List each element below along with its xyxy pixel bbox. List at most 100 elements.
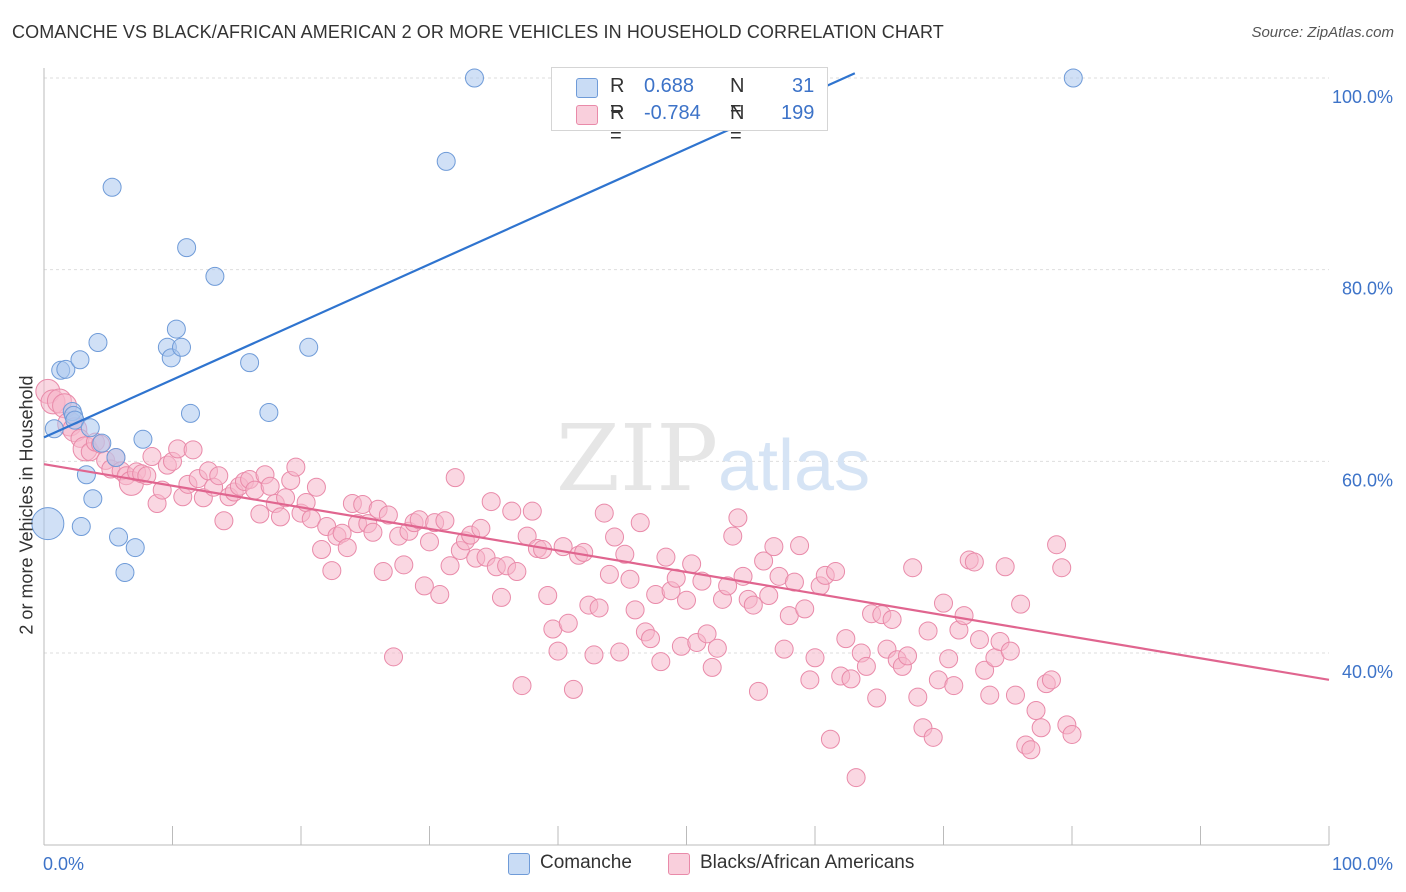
blacks-point (939, 649, 959, 669)
blacks-point (728, 508, 748, 528)
blacks-point (363, 522, 383, 542)
blacks-point (682, 554, 702, 574)
blacks-point (692, 571, 712, 591)
comanche-point (102, 177, 122, 197)
blacks-point (764, 537, 784, 557)
blacks-point (754, 551, 774, 571)
series-comanche-points (31, 68, 1083, 582)
blacks-point (702, 657, 722, 677)
blacks-point (322, 561, 342, 581)
blacks-point (1021, 740, 1041, 760)
comanche-point (109, 527, 129, 547)
y-axis-label: 2 or more Vehicles in Household (16, 375, 37, 635)
comanche-point (259, 402, 279, 422)
x-tick-label-max: 100.0% (1332, 854, 1393, 874)
blacks-point (1062, 724, 1082, 744)
bottom-legend-swatch-comanche (508, 853, 530, 875)
blacks-point (748, 681, 768, 701)
blacks-point (286, 457, 306, 477)
blacks-point (250, 504, 270, 524)
comanche-point (171, 337, 191, 357)
blacks-point (584, 645, 604, 665)
legend-r-value: 0.688 (644, 75, 695, 97)
blacks-point (373, 562, 393, 582)
comanche-point (71, 517, 91, 536)
legend-swatch-blacks (576, 105, 598, 125)
legend-r-label: R = (610, 102, 625, 147)
blacks-point (1031, 718, 1051, 738)
comanche-point (205, 266, 225, 286)
blacks-point (903, 558, 923, 578)
blacks-point (440, 556, 460, 576)
blacks-point (594, 503, 614, 523)
blacks-point (209, 466, 229, 486)
blacks-point (795, 599, 815, 619)
legend-r-label: R = (610, 75, 625, 120)
blacks-point (620, 569, 640, 589)
blacks-point (923, 727, 943, 747)
comanche-trend-line (43, 72, 856, 439)
y-tick-label: 80.0% (1342, 279, 1393, 299)
blacks-point (445, 468, 465, 488)
comanche-point (1063, 68, 1083, 88)
comanche-point (180, 403, 200, 423)
y-tick-label: 40.0% (1342, 662, 1393, 682)
blacks-point (481, 492, 501, 512)
blacks-point (980, 685, 1000, 705)
blacks-point (856, 656, 876, 676)
blacks-point (270, 507, 290, 527)
blacks-point (677, 590, 696, 610)
blacks-point (420, 532, 439, 552)
blacks-point (605, 527, 625, 547)
comanche-point (464, 68, 484, 88)
blacks-point (384, 647, 404, 667)
legend-r-value: -0.784 (644, 102, 701, 124)
blacks-point (944, 676, 964, 696)
blacks-point (882, 609, 902, 629)
blacks-point (934, 593, 953, 613)
blacks-point (805, 648, 825, 668)
blacks-point (394, 555, 414, 575)
blacks-point (574, 542, 594, 562)
blacks-point (276, 488, 296, 508)
comanche-point (83, 489, 103, 509)
blacks-point (800, 670, 820, 690)
blacks-point (718, 576, 738, 596)
stats-legend: R = 0.688 N = 31 R = -0.784 N = 199 (551, 67, 828, 147)
blacks-point (538, 586, 558, 605)
blacks-point (337, 538, 357, 558)
watermark-atlas: atlas (718, 426, 870, 506)
blacks-point (707, 638, 727, 658)
comanche-point (31, 507, 65, 541)
comanche-point (240, 353, 260, 373)
blacks-point (610, 642, 630, 662)
comanche-point (166, 319, 186, 339)
comanche-point (115, 563, 135, 582)
blacks-point (918, 621, 938, 641)
bottom-legend-label-blacks: Blacks/African Americans (700, 852, 915, 873)
chart-title: COMANCHE VS BLACK/AFRICAN AMERICAN 2 OR … (12, 22, 944, 42)
y-tick-label: 100.0% (1332, 87, 1393, 107)
blacks-trend-line (43, 463, 1330, 681)
blacks-point (1026, 701, 1046, 720)
blacks-point (599, 564, 619, 584)
blacks-point (1047, 535, 1067, 555)
legend-n-label: N = (730, 75, 745, 120)
blacks-point (1005, 685, 1025, 705)
blacks-point (522, 501, 542, 521)
blacks-point (898, 646, 918, 666)
blacks-point (820, 729, 840, 749)
tick-labels: 40.0% 60.0% 80.0% 100.0% 0.0% 100.0% (43, 87, 1393, 874)
watermark-zip: ZIP (556, 405, 718, 512)
comanche-point (436, 151, 456, 171)
comanche-point (56, 359, 76, 379)
comanche-point (76, 465, 96, 485)
trend-lines (43, 72, 1330, 681)
comanche-point (106, 448, 126, 467)
bottom-legend-label-comanche: Comanche (540, 852, 632, 873)
legend-n-label: N = (730, 102, 745, 147)
blacks-point (142, 447, 162, 467)
blacks-point (512, 676, 532, 696)
legend-n-value: 199 (781, 102, 815, 124)
legend-n-value: 31 (792, 75, 815, 97)
